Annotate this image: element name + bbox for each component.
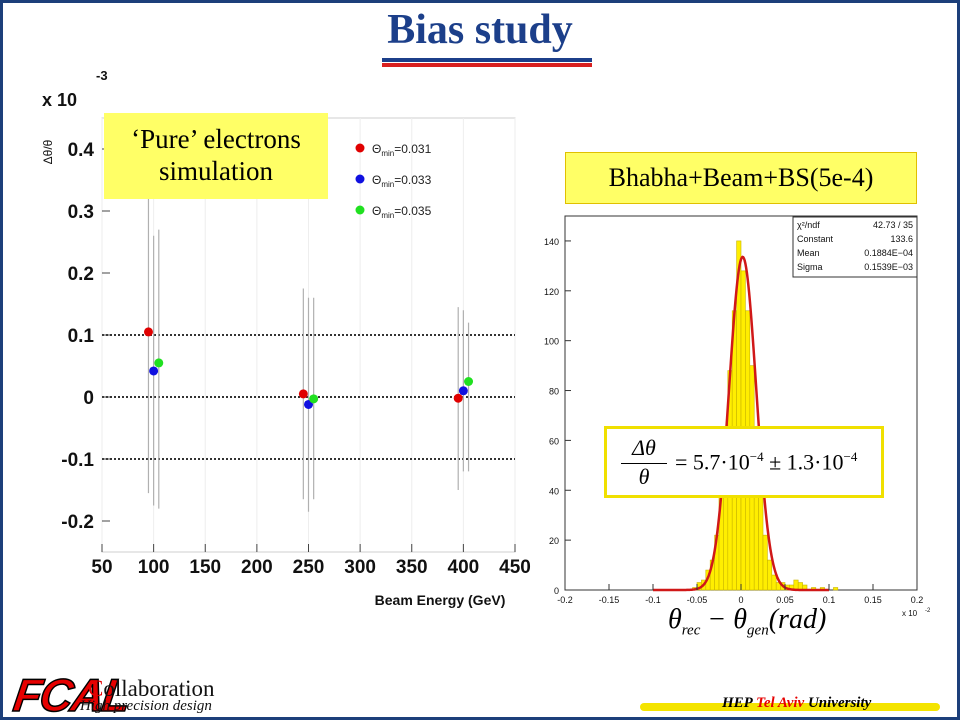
x-tick-label: 0 <box>738 595 743 605</box>
x-tick-label: 450 <box>499 557 531 578</box>
y-tick-label: 60 <box>549 436 559 446</box>
data-point <box>453 393 463 403</box>
y-tick-label: 0 <box>83 388 94 409</box>
y-tick-label: 0.3 <box>68 202 94 223</box>
x-tick-label: -0.15 <box>599 595 620 605</box>
y-tick-label: 40 <box>549 486 559 496</box>
x-tick-label: 350 <box>396 557 428 578</box>
bias-histogram: 0 20 40 60 80 100 120 140 -0.2 -0.15 -0.1 -0.05 0 0.0… <box>544 215 930 618</box>
y-tick-label: -0.2 <box>61 512 94 533</box>
footer-yellow-bar <box>640 703 940 711</box>
y-tick-label: 0.1 <box>68 326 95 347</box>
data-point <box>143 327 153 337</box>
x-tick-label: 100 <box>138 557 170 578</box>
x-tick-label: 0.1 <box>823 595 836 605</box>
stats-label: χ²/ndf <box>797 220 820 230</box>
data-point <box>309 394 319 404</box>
x-axis-label: Beam Energy (GeV) <box>375 592 506 608</box>
histogram-bar <box>767 559 773 591</box>
histogram-bar <box>758 494 764 591</box>
x-tick-label: 0.2 <box>911 595 924 605</box>
x-tick-label: 250 <box>293 557 325 578</box>
legend-marker <box>355 174 365 184</box>
y-multiplier: x 10 <box>42 90 77 110</box>
histogram-bar <box>771 574 777 591</box>
bhabha-label: Bhabha+Beam+BS(5e-4) <box>565 152 917 204</box>
collaboration-subtitle: High precision design <box>80 698 212 714</box>
x-tick-label: -0.1 <box>645 595 661 605</box>
y-tick-label: 0.4 <box>68 140 95 161</box>
legend-label: Θmin=0.033 <box>372 173 432 189</box>
stats-label: Constant <box>797 234 834 244</box>
legend-label: Θmin=0.035 <box>372 204 432 220</box>
histogram-bar <box>833 587 839 591</box>
stats-value: 0.1884E−04 <box>864 248 913 258</box>
y-tick-label: 100 <box>544 337 559 347</box>
stats-value: 42.73 / 35 <box>873 220 913 230</box>
x-tick-label: 150 <box>189 557 221 578</box>
x-tick-label: 200 <box>241 557 273 578</box>
y-tick-label: 80 <box>549 387 559 397</box>
histogram-bar <box>793 579 799 591</box>
y-tick-label: 20 <box>549 536 559 546</box>
y-tick-label: 120 <box>544 287 559 297</box>
pure-electrons-label: ‘Pure’ electrons simulation <box>104 113 328 199</box>
x-tick-label: -0.2 <box>557 595 573 605</box>
y-multiplier-exp: -3 <box>96 68 108 83</box>
title-underline-blue <box>382 58 592 62</box>
x-tick-label: 0.15 <box>864 595 882 605</box>
x-tick-label: 300 <box>344 557 376 578</box>
x-multiplier-exp: -2 <box>925 608 930 614</box>
y-tick-label: -0.1 <box>61 450 94 471</box>
collaboration-text: Collaboration <box>88 676 215 701</box>
bias-formula: Δθ θ = 5.7·10−4 ± 1.3·10−4 <box>604 426 884 498</box>
stats-label: Sigma <box>797 262 823 272</box>
y-tick-label: 0.2 <box>68 264 94 285</box>
x-tick-label: 0.05 <box>776 595 794 605</box>
data-point <box>458 386 468 396</box>
legend-marker <box>355 143 365 153</box>
page-title: Bias study <box>387 7 573 53</box>
y-tick-label: 0 <box>554 586 559 596</box>
data-point <box>149 366 159 376</box>
y-axis-label: Δθ/θ <box>41 139 55 164</box>
histogram-x-expression: θrec − θgen(rad) <box>668 604 827 639</box>
data-point <box>298 389 308 399</box>
stats-value: 133.6 <box>890 234 913 244</box>
x-tick-label: 400 <box>448 557 480 578</box>
x-multiplier: x 10 <box>902 609 918 618</box>
institution-text: HEP Tel Aviv University <box>722 695 872 711</box>
data-point <box>154 358 164 368</box>
stats-box <box>792 216 918 278</box>
y-tick-label: 140 <box>544 237 559 247</box>
title-underline-red <box>382 63 592 67</box>
x-tick-label: -0.05 <box>687 595 708 605</box>
legend-marker <box>355 205 365 215</box>
gaussian-fit-curve <box>653 255 829 592</box>
stats-label: Mean <box>797 248 820 258</box>
legend-label: Θmin=0.031 <box>372 142 432 158</box>
histogram-bar <box>762 534 768 591</box>
x-tick-label: 50 <box>91 557 112 578</box>
stats-value: 0.1539E−03 <box>864 262 913 272</box>
data-point <box>464 377 474 386</box>
